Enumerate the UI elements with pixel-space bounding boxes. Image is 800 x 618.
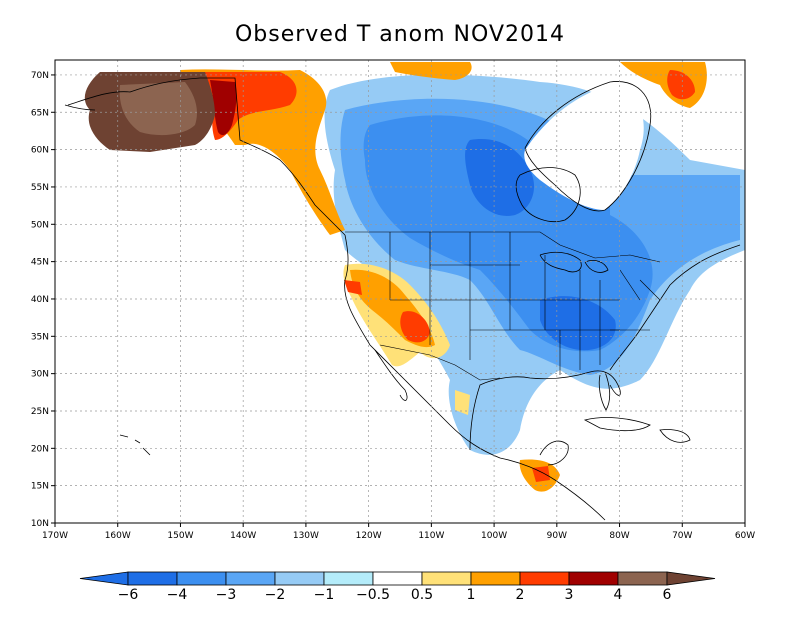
lat-tick-label: 45N [31, 258, 49, 268]
colorbar-swatch [127, 571, 178, 586]
political-borders [345, 231, 661, 381]
colorbar: −6 −4 −3 −2 −1 −0.5 0.5 1 2 3 4 6 [79, 571, 716, 603]
lon-tick-label: 140W [230, 531, 256, 541]
colorbar-label: 3 [565, 587, 574, 603]
colorbar-swatch [519, 571, 570, 586]
state-lines-east [599, 269, 661, 365]
lat-tick-label: 35N [31, 332, 49, 342]
us-canada-border [345, 231, 661, 263]
colorbar-swatch [421, 571, 472, 586]
colorbar-label: −1 [314, 587, 335, 603]
lat-tick-label: 65N [31, 108, 49, 118]
cold-anomaly-east-peak [540, 296, 616, 351]
lat-tick-label: 25N [31, 407, 49, 417]
graticule [55, 60, 745, 523]
florida [598, 371, 611, 411]
colorbar-label: 4 [614, 587, 623, 603]
west-mexico-warm [455, 390, 470, 415]
lon-tick-label: 120W [356, 531, 382, 541]
east-coast [609, 244, 741, 371]
colorbar-swatch [274, 571, 325, 586]
lat-tick-label: 60N [31, 146, 49, 156]
colorbar-left-arrow [79, 571, 129, 586]
gulf-coast [469, 370, 621, 451]
colorbar-label: −0.5 [356, 587, 390, 603]
colorbar-label: 6 [663, 587, 672, 603]
california-hot [344, 280, 362, 295]
colorbar-label: −3 [216, 587, 237, 603]
baja-california [374, 349, 408, 401]
cold-anomaly-peak [465, 139, 535, 216]
hispaniola [659, 429, 691, 443]
colorbar-label: 1 [467, 587, 476, 603]
southwest-hot [400, 311, 430, 343]
alaska-coast [67, 77, 346, 236]
lat-tick-label: 15N [31, 482, 49, 492]
lon-tick-label: 90W [547, 531, 567, 541]
colorbar-swatch [176, 571, 227, 586]
west-coast [344, 234, 606, 521]
colorbar-swatch [372, 571, 423, 586]
longitude-labels: 170W 160W 150W 140W 130W 120W 110W 100W 90W 80W 70… [42, 523, 755, 541]
colorbar-label: −2 [265, 587, 286, 603]
lat-tick-label: 10N [31, 519, 49, 529]
alaska-very-hot [210, 80, 237, 136]
lon-tick-label: 150W [167, 531, 193, 541]
cold-anomaly-strong [363, 115, 653, 352]
anomaly-shading [84, 62, 745, 492]
lon-tick-label: 160W [105, 531, 131, 541]
colorbar-swatch [470, 571, 521, 586]
colorbar-swatch [225, 571, 276, 586]
cuba [583, 417, 651, 432]
plot-frame [54, 59, 746, 524]
lon-tick-label: 100W [481, 531, 507, 541]
hudson-bay [515, 167, 581, 222]
lon-tick-label: 110W [418, 531, 444, 541]
colorbar-label: 2 [516, 587, 525, 603]
greenland-coast [524, 81, 652, 212]
lat-tick-label: 70N [31, 71, 49, 81]
greenland-neutral [524, 85, 644, 210]
hawaii [119, 434, 151, 456]
colorbar-label: −4 [167, 587, 188, 603]
arctic-warm-1 [390, 62, 472, 80]
colorbar-swatch [323, 571, 374, 586]
arctic-hot [667, 70, 695, 100]
latitude-labels: 70N 65N 60N 55N 50N 45N 40N 35N 30N 25N 20N 15N 10N [31, 71, 55, 529]
lon-tick-label: 80W [609, 531, 629, 541]
lat-tick-label: 50N [31, 220, 49, 230]
lon-tick-label: 170W [42, 531, 68, 541]
colorbar-label: 0.5 [411, 587, 433, 603]
state-lines-central [470, 232, 620, 375]
map-title: Observed T anom NOV2014 [234, 22, 565, 47]
aleutian-chain [64, 104, 96, 111]
colorbar-label: −6 [118, 587, 139, 603]
us-mexico-border [379, 344, 501, 381]
yucatan [539, 440, 569, 466]
lat-tick-label: 30N [31, 370, 49, 380]
colorbar-swatch [568, 571, 619, 586]
colorbar-right-arrow [666, 571, 716, 586]
great-lakes [539, 251, 609, 273]
lon-tick-label: 130W [293, 531, 319, 541]
colorbar-swatch [617, 571, 668, 586]
lat-tick-label: 55N [31, 183, 49, 193]
lon-tick-label: 60W [735, 531, 755, 541]
lat-tick-label: 40N [31, 295, 49, 305]
coastlines [64, 77, 741, 521]
lon-tick-label: 70W [672, 531, 692, 541]
state-lines-west [389, 232, 520, 360]
alaska-extreme-light [119, 82, 197, 136]
lat-tick-label: 20N [31, 444, 49, 454]
